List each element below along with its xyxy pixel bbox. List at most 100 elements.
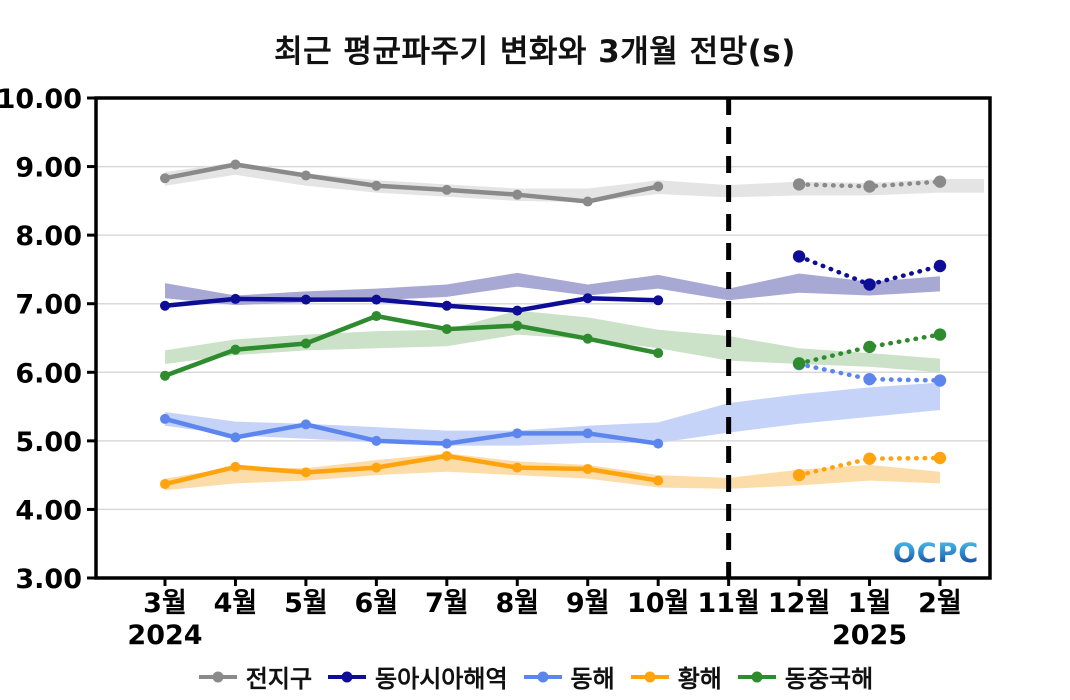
- data-point-east-asia-seas: [653, 295, 664, 306]
- y-tick-label: 6.00: [15, 358, 82, 389]
- forecast-line-east-china-sea: [796, 332, 943, 366]
- x-tick-label: 6월: [355, 588, 399, 619]
- data-point-east-china-sea: [512, 320, 523, 331]
- data-point-global: [653, 181, 664, 192]
- data-point-east-sea: [441, 438, 452, 449]
- forecast-point-east-asia-seas: [863, 278, 876, 291]
- confidence-band-east-asia-seas: [165, 272, 940, 306]
- data-point-east-china-sea: [230, 344, 241, 355]
- confidence-band-east-china-sea: [165, 310, 940, 373]
- data-point-east-asia-seas: [441, 300, 452, 311]
- data-point-global: [300, 170, 311, 181]
- data-point-yellow-sea: [653, 475, 664, 486]
- chart-title: 최근 평균파주기 변화와 3개월 전망(s): [274, 34, 796, 70]
- series-line-east-sea: [164, 416, 659, 446]
- forecast-point-global: [792, 178, 806, 191]
- data-point-global: [512, 189, 523, 200]
- y-tick-label: 8.00: [15, 221, 82, 252]
- data-point-yellow-sea: [582, 463, 593, 474]
- data-point-east-sea: [160, 413, 170, 424]
- series-line-east-asia-seas: [164, 295, 659, 313]
- data-point-east-sea: [653, 438, 664, 449]
- line-marker-icon: [630, 671, 669, 682]
- legend-item-global: 전지구: [197, 659, 312, 694]
- x-tick-label: 8월: [495, 588, 539, 619]
- forecast-point-east-sea: [863, 372, 876, 386]
- series-line-yellow-sea: [164, 453, 659, 487]
- forecast-point-yellow-sea: [863, 452, 876, 465]
- y-tick-label: 10.00: [0, 84, 82, 115]
- data-point-east-asia-seas: [160, 300, 170, 311]
- data-point-east-asia-seas: [512, 305, 523, 316]
- confidence-band-east-sea: [165, 382, 940, 446]
- data-point-east-china-sea: [371, 311, 382, 322]
- legend-item-east-sea: 동해: [522, 659, 615, 694]
- data-point-global: [230, 159, 241, 170]
- data-point-yellow-sea: [230, 461, 241, 472]
- data-point-east-asia-seas: [300, 294, 311, 305]
- data-point-yellow-sea: [371, 462, 382, 473]
- y-tick-label: 5.00: [15, 427, 82, 458]
- x-tick-label: 4월: [214, 588, 258, 619]
- line-marker-icon: [737, 671, 776, 682]
- year-label: 2025: [832, 620, 907, 651]
- data-point-global: [582, 196, 593, 207]
- legend-item-east-china-sea: 동중국해: [736, 659, 873, 694]
- x-tick-label: 3월: [143, 588, 187, 619]
- confidence-band-global: [165, 162, 984, 203]
- data-point-east-china-sea: [582, 333, 593, 344]
- data-point-global: [441, 184, 452, 195]
- legend-label: 황해: [677, 665, 722, 693]
- data-point-east-asia-seas: [582, 293, 593, 304]
- x-tick-label: 9월: [566, 588, 610, 619]
- forecast-line-yellow-sea: [796, 455, 943, 478]
- forecast-line-east-sea: [796, 361, 943, 383]
- forecast-point-east-china-sea: [863, 340, 876, 354]
- data-point-yellow-sea: [300, 467, 311, 478]
- data-point-east-china-sea: [653, 348, 664, 359]
- series-line-east-china-sea: [164, 313, 659, 378]
- y-tick-label: 9.00: [15, 153, 82, 184]
- data-point-east-sea: [582, 428, 593, 439]
- data-point-east-asia-seas: [371, 294, 382, 305]
- data-point-yellow-sea: [160, 479, 170, 490]
- x-tick-label: 5월: [284, 588, 328, 619]
- forecast-point-east-china-sea: [933, 328, 947, 341]
- data-point-global: [160, 173, 170, 184]
- y-tick-label: 4.00: [15, 495, 82, 526]
- ocpc-logo: OCPC: [893, 538, 979, 569]
- data-point-east-china-sea: [441, 324, 452, 335]
- line-marker-icon: [523, 671, 562, 682]
- series-line-global: [164, 162, 659, 204]
- data-point-east-sea: [512, 428, 523, 439]
- data-point-east-sea: [230, 432, 241, 443]
- line-marker-icon: [198, 671, 237, 682]
- data-point-yellow-sea: [512, 462, 523, 473]
- legend-label: 동해: [570, 665, 615, 693]
- data-point-east-china-sea: [300, 338, 311, 349]
- data-point-yellow-sea: [441, 450, 452, 461]
- y-tick-label: 7.00: [15, 290, 82, 321]
- legend-label: 동아시아해역: [375, 665, 508, 693]
- data-point-east-asia-seas: [230, 293, 241, 304]
- data-point-global: [371, 180, 382, 191]
- data-point-east-china-sea: [160, 370, 170, 381]
- legend-label: 동중국해: [784, 665, 874, 693]
- legend-label: 전지구: [245, 665, 313, 693]
- plot-frame: [94, 96, 992, 580]
- forecast-point-east-sea: [933, 374, 947, 387]
- x-tick-label: 11월: [697, 588, 759, 619]
- forecast-point-global: [863, 180, 876, 193]
- forecast-point-yellow-sea: [933, 451, 947, 465]
- data-point-east-sea: [371, 435, 382, 446]
- legend-item-yellow-sea: 황해: [629, 659, 722, 694]
- x-tick-label: 1월: [848, 588, 892, 619]
- x-tick-label: 10월: [627, 588, 689, 619]
- forecast-point-east-china-sea: [792, 357, 806, 370]
- y-tick-label: 3.00: [15, 564, 82, 595]
- x-tick-label: 2월: [918, 588, 962, 619]
- forecast-point-east-asia-seas: [792, 250, 806, 263]
- confidence-band-yellow-sea: [165, 453, 940, 491]
